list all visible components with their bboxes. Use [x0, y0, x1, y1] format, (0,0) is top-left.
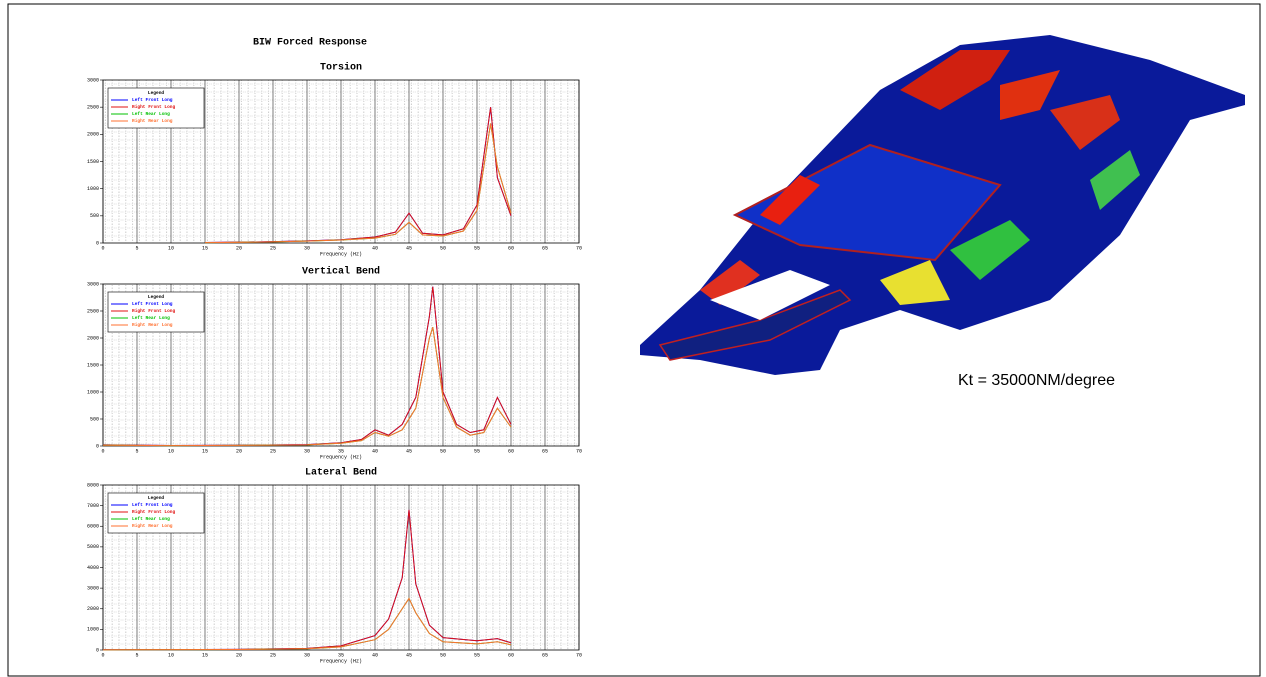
legend-title: Legend: [148, 294, 165, 300]
legend-label: Left Front Long: [132, 502, 173, 508]
y-tick-label: 8000: [87, 482, 99, 488]
x-tick-label: 60: [508, 448, 514, 454]
legend-label: Right Rear Long: [132, 322, 173, 328]
x-tick-label: 15: [202, 652, 208, 658]
x-tick-label: 40: [372, 448, 378, 454]
x-tick-label: 55: [474, 652, 480, 658]
legend-title: Legend: [148, 495, 165, 501]
x-tick-label: 15: [202, 245, 208, 251]
x-tick-label: 60: [508, 652, 514, 658]
x-tick-label: 45: [406, 448, 412, 454]
annotation: Kt = 35000NM/degree: [958, 372, 1115, 389]
chart-title: Torsion: [320, 62, 362, 74]
slide: BIW Forced Response Kt = 35000NM/degree …: [0, 0, 1266, 677]
x-tick-label: 25: [270, 245, 276, 251]
y-tick-label: 0: [96, 647, 99, 653]
y-tick-label: 5000: [87, 544, 99, 550]
y-tick-label: 3000: [87, 281, 99, 287]
y-tick-label: 6000: [87, 524, 99, 530]
x-tick-label: 50: [440, 245, 446, 251]
y-tick-label: 2500: [87, 308, 99, 314]
x-tick-label: 10: [168, 245, 174, 251]
x-tick-label: 30: [304, 245, 310, 251]
legend-label: Left Front Long: [132, 97, 173, 103]
x-axis-label: Frequency (Hz): [320, 454, 362, 460]
y-tick-label: 1000: [87, 186, 99, 192]
legend-label: Right Rear Long: [132, 118, 173, 124]
x-tick-label: 50: [440, 448, 446, 454]
y-tick-label: 1500: [87, 362, 99, 368]
x-tick-label: 5: [135, 245, 138, 251]
x-tick-label: 30: [304, 652, 310, 658]
legend-title: Legend: [148, 90, 165, 96]
x-tick-label: 25: [270, 448, 276, 454]
x-tick-label: 10: [168, 652, 174, 658]
x-axis-label: Frequency (Hz): [320, 251, 362, 257]
y-tick-label: 7000: [87, 503, 99, 509]
page: BIW Forced Response Kt = 35000NM/degree …: [0, 0, 1266, 677]
y-tick-label: 3000: [87, 77, 99, 83]
legend-label: Left Rear Long: [132, 111, 170, 117]
x-tick-label: 0: [101, 448, 104, 454]
y-tick-label: 1000: [87, 389, 99, 395]
x-tick-label: 70: [576, 448, 582, 454]
y-tick-label: 4000: [87, 565, 99, 571]
chart-title: Lateral Bend: [305, 467, 377, 479]
y-tick-label: 0: [96, 443, 99, 449]
legend-label: Left Rear Long: [132, 516, 170, 522]
x-tick-label: 65: [542, 448, 548, 454]
x-tick-label: 70: [576, 245, 582, 251]
x-tick-label: 20: [236, 652, 242, 658]
page-title: BIW Forced Response: [253, 37, 367, 49]
y-tick-label: 3000: [87, 585, 99, 591]
x-tick-label: 5: [135, 448, 138, 454]
x-tick-label: 20: [236, 245, 242, 251]
x-tick-label: 55: [474, 245, 480, 251]
y-tick-label: 1000: [87, 627, 99, 633]
x-tick-label: 70: [576, 652, 582, 658]
legend-label: Right Front Long: [132, 308, 176, 314]
x-tick-label: 25: [270, 652, 276, 658]
legend-label: Left Front Long: [132, 301, 173, 307]
x-tick-label: 45: [406, 245, 412, 251]
y-tick-label: 2500: [87, 104, 99, 110]
y-tick-label: 500: [90, 416, 99, 422]
x-tick-label: 65: [542, 652, 548, 658]
chart: Vertical Bend051015202530354045505560657…: [87, 266, 582, 461]
x-tick-label: 60: [508, 245, 514, 251]
legend-label: Right Front Long: [132, 104, 176, 110]
chart-title: Vertical Bend: [302, 266, 380, 278]
x-tick-label: 15: [202, 448, 208, 454]
x-tick-label: 0: [101, 652, 104, 658]
x-tick-label: 50: [440, 652, 446, 658]
x-tick-label: 65: [542, 245, 548, 251]
x-tick-label: 0: [101, 245, 104, 251]
x-tick-label: 10: [168, 448, 174, 454]
x-tick-label: 30: [304, 448, 310, 454]
x-tick-label: 45: [406, 652, 412, 658]
x-tick-label: 40: [372, 652, 378, 658]
legend-label: Right Rear Long: [132, 523, 173, 529]
y-tick-label: 2000: [87, 132, 99, 138]
legend-label: Left Rear Long: [132, 315, 170, 321]
x-tick-label: 40: [372, 245, 378, 251]
x-tick-label: 5: [135, 652, 138, 658]
x-axis-label: Frequency (Hz): [320, 658, 362, 664]
x-tick-label: 20: [236, 448, 242, 454]
y-tick-label: 2000: [87, 606, 99, 612]
x-tick-label: 55: [474, 448, 480, 454]
y-tick-label: 500: [90, 213, 99, 219]
y-tick-label: 0: [96, 240, 99, 246]
y-tick-label: 2000: [87, 335, 99, 341]
y-tick-label: 1500: [87, 159, 99, 165]
legend-label: Right Front Long: [132, 509, 176, 515]
